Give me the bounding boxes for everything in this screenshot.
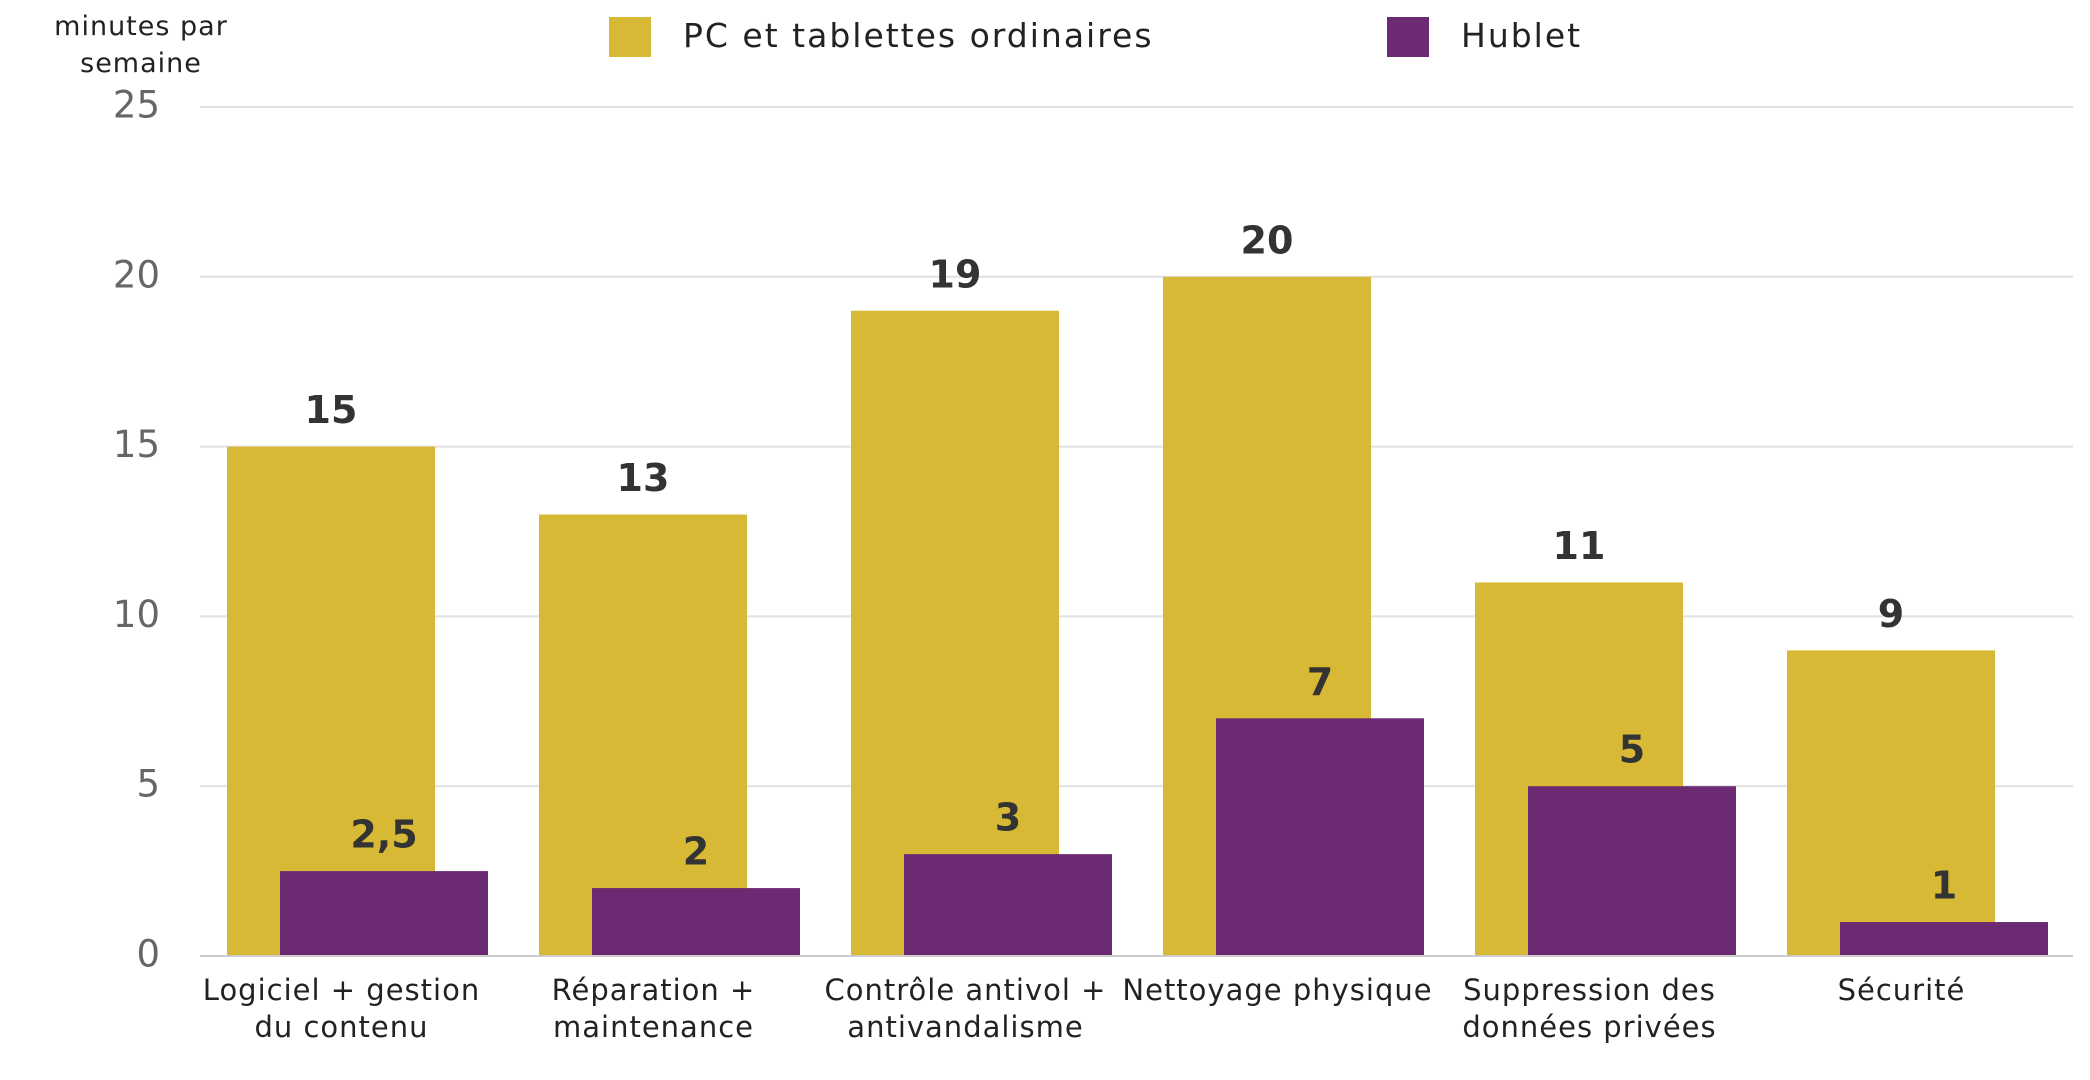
- y-tick-label: 15: [113, 423, 160, 466]
- data-label: 2: [683, 830, 709, 874]
- x-tick-label: Sécurité: [1837, 973, 1966, 1007]
- y-tick-label: 10: [113, 593, 160, 636]
- bar: [1840, 922, 2048, 956]
- data-label: 20: [1241, 218, 1294, 262]
- data-label: 19: [929, 252, 982, 296]
- data-label: 5: [1619, 728, 1645, 772]
- y-axis-label: minutes par semaine: [54, 11, 228, 79]
- data-label: 11: [1553, 524, 1606, 568]
- y-tick-label: 25: [113, 84, 160, 127]
- x-tick-label: Logiciel + gestion du contenu: [202, 973, 481, 1044]
- legend-swatch: [609, 17, 651, 57]
- bar: [592, 888, 800, 956]
- bar: [1216, 718, 1424, 956]
- bar: [1787, 650, 1995, 956]
- legend-label: Hublet: [1461, 16, 1583, 55]
- bar: [904, 854, 1112, 956]
- x-tick-label: Suppression des données privées: [1462, 973, 1717, 1044]
- data-label: 7: [1307, 660, 1333, 704]
- data-label: 15: [305, 388, 358, 432]
- x-tick-label: Réparation + maintenance: [551, 973, 756, 1044]
- x-tick-label: Nettoyage physique: [1122, 973, 1433, 1007]
- bar: [280, 871, 488, 956]
- data-label: 1: [1931, 864, 1957, 908]
- bar: [1528, 786, 1736, 956]
- bar: [539, 514, 747, 956]
- bar: [851, 310, 1059, 956]
- legend-label: PC et tablettes ordinaires: [683, 16, 1154, 55]
- data-label: 3: [995, 796, 1021, 840]
- y-tick-label: 20: [113, 253, 160, 296]
- data-label: 9: [1878, 592, 1904, 636]
- x-tick-label: Contrôle antivol + antivandalisme: [824, 973, 1107, 1044]
- y-tick-label: 5: [136, 763, 160, 806]
- y-tick-label: 0: [136, 933, 160, 976]
- data-label: 13: [617, 456, 670, 500]
- data-label: 2,5: [350, 813, 417, 857]
- legend-swatch: [1387, 17, 1429, 57]
